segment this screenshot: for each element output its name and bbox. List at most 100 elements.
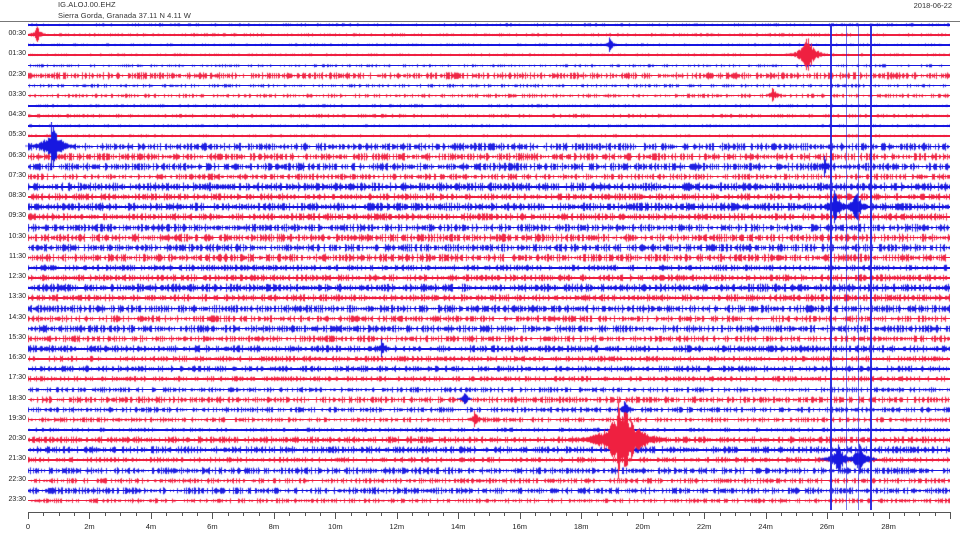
trace-row: [28, 444, 950, 456]
x-axis-major-tick: [704, 512, 706, 519]
trace-row: [28, 181, 950, 192]
y-axis-time-label: 09:30: [8, 212, 26, 220]
y-axis-time-label: 11:30: [9, 252, 26, 260]
x-axis-label: 12m: [389, 522, 405, 531]
y-axis-time-label: 14:30: [8, 313, 26, 321]
y-axis-time-label: 07:30: [8, 171, 26, 179]
y-axis-time-label: 10:30: [8, 232, 26, 240]
x-axis-minor-tick: [366, 512, 368, 516]
y-axis-time-label: 18:30: [8, 394, 26, 402]
trace-row: [28, 100, 950, 111]
trace-noise: [28, 403, 950, 415]
trace-noise: [28, 424, 950, 435]
vertical-time-marker: [870, 24, 872, 510]
x-axis-major-tick: [581, 512, 583, 519]
trace-row: [28, 393, 950, 405]
trace-row: [28, 201, 950, 213]
seismic-event: [598, 36, 619, 53]
y-axis-time-label: 16:30: [8, 354, 26, 362]
trace-noise: [28, 160, 950, 172]
y-axis-time-label: 02:30: [8, 70, 26, 78]
trace-noise: [28, 231, 950, 243]
trace-row: [28, 59, 950, 71]
vertical-time-marker: [857, 24, 859, 510]
y-axis-time-label: 00:30: [8, 30, 26, 38]
x-axis-major-tick: [212, 512, 214, 519]
x-axis-minor-tick: [688, 512, 690, 516]
trace-row: [28, 363, 950, 375]
y-axis-time-label: 23:30: [8, 495, 26, 503]
x-axis-label: 8m: [268, 522, 280, 531]
x-axis-minor-tick: [565, 512, 567, 516]
trace-row: [28, 464, 950, 476]
seismic-event: [570, 397, 667, 481]
x-axis-major-tick: [458, 512, 460, 519]
x-axis-minor-tick: [811, 512, 813, 516]
trace-row: [28, 292, 950, 304]
x-axis-minor-tick: [673, 512, 675, 516]
trace-row: [28, 110, 950, 122]
y-axis-time-label: 06:30: [8, 151, 26, 159]
trace-row: [28, 160, 950, 172]
x-axis-label: 10m: [328, 522, 343, 531]
trace-noise: [28, 79, 950, 91]
x-axis-label: 26m: [819, 522, 835, 531]
trace-row: [28, 353, 950, 365]
x-axis-minor-tick: [796, 512, 798, 516]
trace-row: [28, 69, 950, 81]
trace-noise: [28, 484, 950, 496]
trace-noise: [28, 444, 950, 456]
trace-row: [28, 484, 950, 496]
trace-row: [28, 373, 950, 385]
x-axis-minor-tick: [243, 512, 245, 516]
trace-row: [28, 434, 950, 446]
x-axis-label: 16m: [512, 522, 528, 531]
x-axis-major-tick: [273, 512, 275, 519]
trace-noise: [28, 241, 950, 253]
record-date: 2018-06-22: [913, 1, 952, 10]
trace-noise: [28, 272, 950, 284]
trace-row: [28, 302, 950, 314]
x-axis-minor-tick: [611, 512, 613, 516]
trace-row: [28, 241, 950, 253]
trace-row: [28, 211, 950, 223]
x-axis-minor-tick: [903, 512, 905, 516]
trace-row: [28, 383, 950, 395]
trace-noise: [28, 221, 950, 233]
x-axis-label: 14m: [450, 522, 466, 531]
y-axis-time-label: 12:30: [8, 273, 26, 281]
vertical-time-marker: [845, 24, 847, 510]
seismic-event: [463, 409, 484, 428]
station-location: Sierra Gorda, Granada 37.11 N 4.11 W: [58, 11, 191, 20]
x-axis-major-tick: [519, 512, 521, 519]
x-axis-label: 6m: [207, 522, 218, 531]
x-axis-minor-tick: [319, 512, 321, 516]
trace-row: [28, 282, 950, 294]
x-axis-minor-tick: [58, 512, 60, 516]
trace-row: [28, 413, 950, 425]
x-axis-label: 18m: [573, 522, 589, 531]
y-axis-time-label: 13:30: [8, 293, 26, 301]
x-axis-minor-tick: [535, 512, 537, 516]
trace-noise: [28, 393, 950, 405]
station-code: IG.ALOJ.00.EHZ: [58, 0, 116, 9]
x-axis-label: 22m: [696, 522, 712, 531]
trace-noise: [28, 353, 950, 365]
trace-noise: [28, 150, 950, 162]
x-axis-minor-tick: [596, 512, 598, 516]
x-axis-minor-tick: [504, 512, 506, 516]
x-axis-minor-tick: [43, 512, 45, 516]
trace-noise: [28, 474, 950, 486]
x-axis-minor-tick: [166, 512, 168, 516]
trace-noise: [28, 59, 950, 71]
trace-noise: [28, 322, 950, 334]
x-axis-minor-tick: [734, 512, 736, 516]
trace-noise: [28, 211, 950, 223]
x-axis-minor-tick: [719, 512, 721, 516]
x-axis-minor-tick: [412, 512, 414, 516]
x-axis-major-tick: [89, 512, 91, 519]
x-axis-major-tick: [396, 512, 398, 519]
x-axis-minor-tick: [780, 512, 782, 516]
trace-noise: [28, 181, 950, 192]
